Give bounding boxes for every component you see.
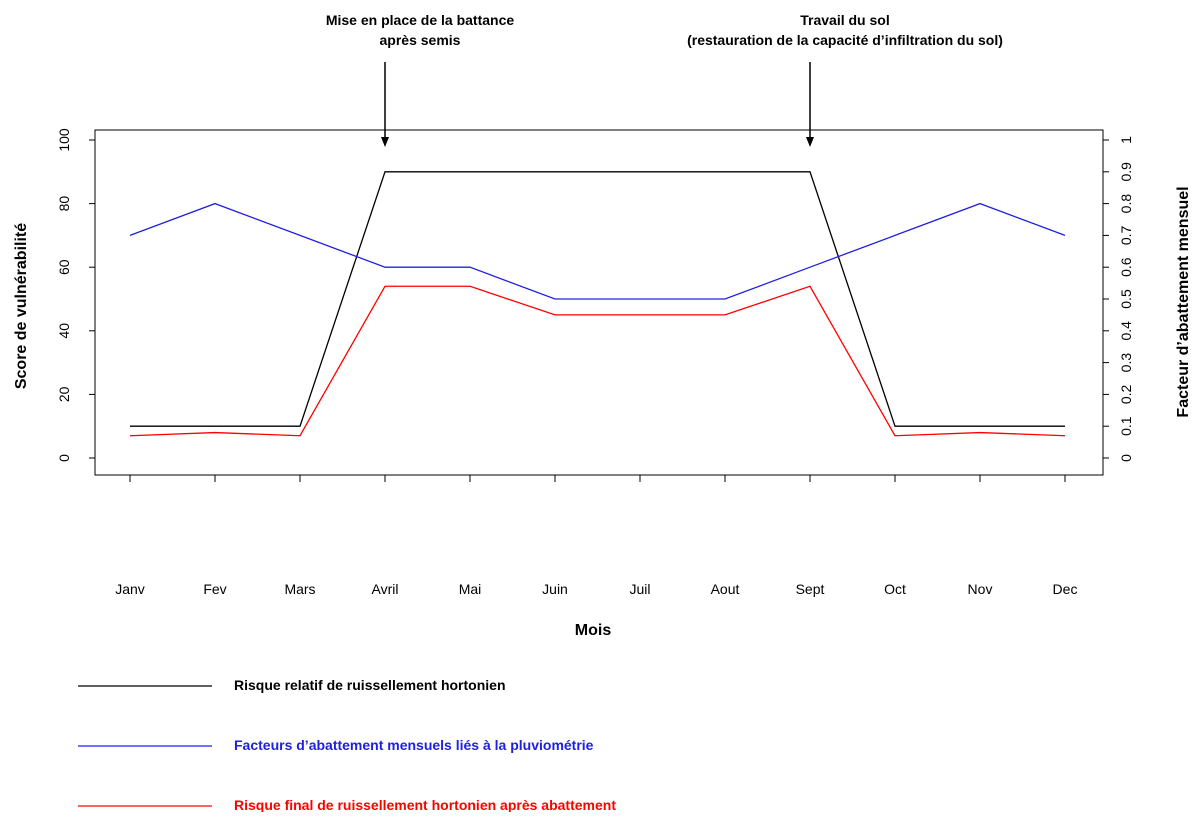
left-tick-label: 40	[56, 323, 72, 339]
y-axis-title: Score de vulnérabilité	[13, 223, 30, 389]
legend-label-3: Risque final de ruissellement hortonien …	[234, 797, 616, 812]
x-tick-label: Janv	[115, 581, 145, 597]
y2-axis-title: Facteur d’abattement mensuel	[1175, 186, 1192, 417]
right-tick-label: 0.9	[1118, 162, 1134, 182]
right-tick-label: 0.7	[1118, 225, 1134, 245]
right-axis: 0 0.1 0.2 0.3 0.4 0.5 0.6 0.7 0.8 0.9 1	[1102, 136, 1134, 462]
right-tick-label: 0.2	[1118, 384, 1134, 404]
right-tick-label: 0.5	[1118, 289, 1134, 309]
annotation-text: Travail du sol	[800, 12, 889, 28]
annotation-text: (restauration de la capacité d’infiltrat…	[687, 32, 1003, 48]
left-tick-label: 20	[56, 386, 72, 402]
x-tick-label: Avril	[372, 581, 399, 597]
right-tick-label: 0	[1118, 454, 1134, 462]
legend-label-1: Risque relatif de ruissellement hortonie…	[234, 677, 506, 693]
right-tick-label: 0.3	[1118, 353, 1134, 373]
plot-box	[94, 129, 1104, 476]
left-tick-label: 100	[56, 128, 72, 152]
left-tick-label: 80	[56, 196, 72, 212]
right-tick-label: 0.8	[1118, 194, 1134, 214]
right-tick-label: 0.1	[1118, 416, 1134, 436]
annotation-layer: Mise en place de la battance après semis T…	[326, 12, 1003, 147]
x-tick-label: Aout	[711, 581, 740, 597]
series-line-3	[129, 285, 1066, 437]
left-tick-label: 0	[56, 454, 72, 462]
x-tick-label: Dec	[1053, 581, 1078, 597]
x-axis: Janv Fev Mars Avril Mai Juin Juil Aout Sept Oct No…	[115, 474, 1078, 597]
right-tick-label: 0.4	[1118, 321, 1134, 341]
x-tick-label: Juin	[542, 581, 568, 597]
annotation-arrow-head	[806, 137, 814, 147]
x-axis-title: Mois	[575, 622, 612, 639]
left-axis: 0 20 40 60 80 100	[56, 128, 96, 462]
x-tick-label: Nov	[968, 581, 993, 597]
x-tick-label: Mai	[459, 581, 482, 597]
legend-label-2: Facteurs d’abattement mensuels liés à la…	[234, 737, 594, 753]
right-tick-label: 1	[1118, 136, 1134, 144]
legend: Risque relatif de ruissellement hortonie…	[78, 677, 616, 813]
x-tick-label: Juil	[629, 581, 650, 597]
annotation-text: Mise en place de la battance	[326, 12, 515, 28]
right-tick-label: 0.6	[1118, 257, 1134, 277]
x-tick-label: Mars	[284, 581, 315, 597]
left-tick-label: 60	[56, 259, 72, 275]
series-line-1	[130, 171, 1065, 427]
annotation-text: après semis	[380, 32, 461, 48]
x-tick-label: Sept	[796, 581, 825, 597]
annotation-arrow-head	[381, 137, 389, 147]
series-line-2	[129, 202, 1066, 300]
x-tick-label: Oct	[884, 581, 906, 597]
series-layer	[129, 171, 1066, 437]
x-tick-label: Fev	[203, 581, 226, 597]
